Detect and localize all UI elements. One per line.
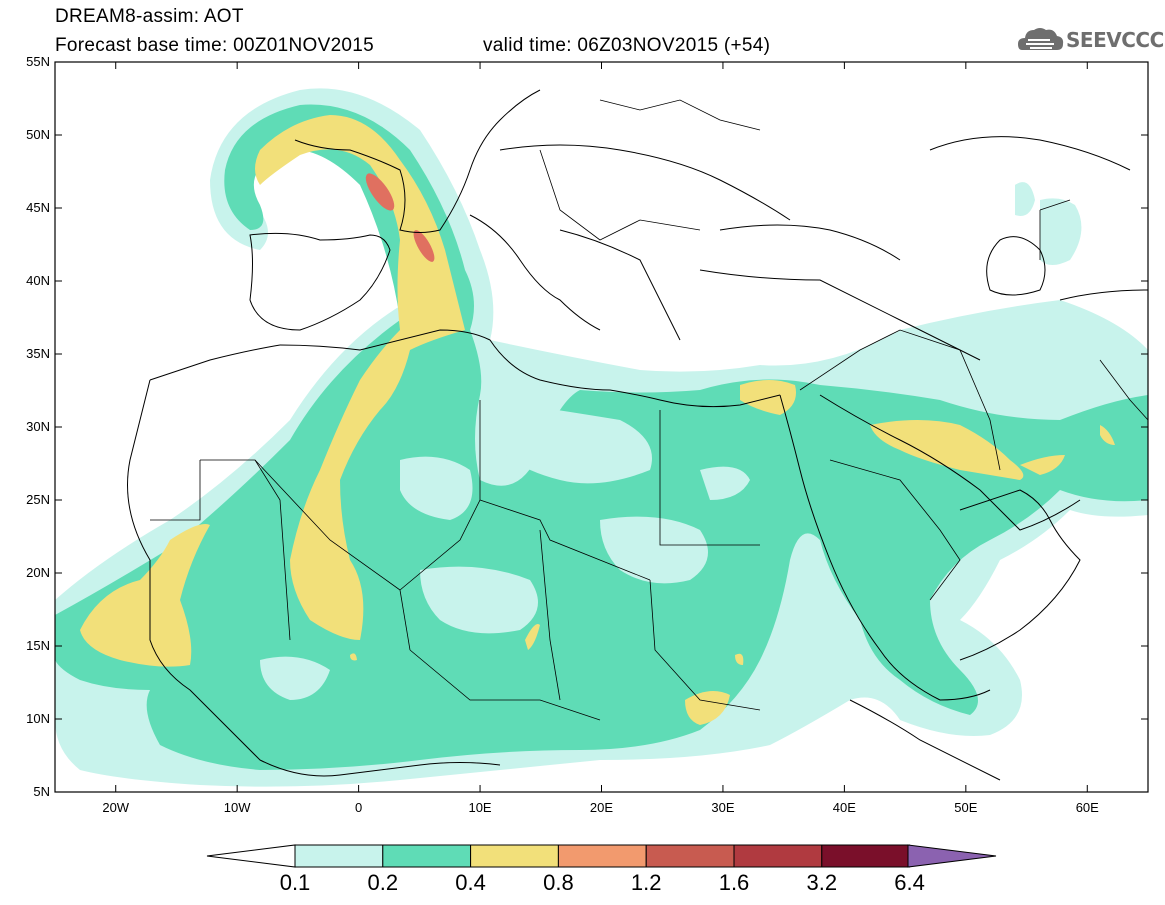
lon-label: 60E	[1075, 800, 1099, 815]
coastlines	[127, 89, 1148, 781]
lon-label: 0	[354, 800, 363, 815]
colorbar-label: 0.8	[543, 870, 574, 895]
borders	[150, 99, 1148, 721]
colorbar-box	[645, 844, 735, 868]
axis-ticks	[55, 61, 1148, 793]
aot-level-0.1-patches	[260, 400, 750, 700]
colorbar-label: 0.4	[455, 870, 486, 895]
colorbar-boxes	[294, 844, 911, 868]
lat-label: 50N	[26, 127, 50, 142]
lat-label: 35N	[26, 346, 50, 361]
colorbar	[206, 844, 997, 868]
colorbar-label: 6.4	[894, 870, 925, 895]
lon-label: 10E	[468, 800, 492, 815]
lon-label: 40E	[832, 800, 856, 815]
cloud-icon	[1018, 28, 1064, 50]
colorbar-box	[821, 844, 911, 868]
lat-label: 45N	[26, 200, 50, 215]
lon-label: 30E	[711, 800, 735, 815]
colorbar-label: 3.2	[806, 870, 838, 895]
lon-label: 10W	[223, 800, 251, 815]
valid-time: valid time: 06Z03NOV2015 (+54)	[483, 35, 771, 56]
colorbar-label: 1.2	[630, 870, 662, 895]
lat-label: 5N	[33, 784, 50, 799]
colorbar-box	[733, 844, 823, 868]
colorbar-box	[294, 844, 384, 868]
colorbar-max-arrow	[907, 844, 997, 868]
colorbar-min-arrow	[206, 844, 296, 868]
seevccc-logo: SEEVCCC	[1016, 22, 1164, 58]
lat-label: 10N	[26, 711, 50, 726]
colorbar-box	[470, 844, 559, 868]
lon-label: 20E	[589, 800, 614, 815]
lat-label: 55N	[26, 54, 50, 69]
lon-label: 50E	[954, 800, 978, 815]
lat-label: 30N	[26, 419, 50, 434]
colorbar-box	[382, 844, 472, 868]
colorbar-box	[557, 844, 647, 868]
colorbar-label: 0.1	[279, 870, 311, 895]
lat-label: 25N	[26, 492, 50, 507]
colorbar-label: 0.2	[367, 870, 399, 895]
logo-text: SEEVCCC	[1066, 28, 1164, 52]
forecast-base-time: Forecast base time: 00Z01NOV2015	[55, 35, 375, 56]
colorbar-label: 1.6	[718, 870, 750, 895]
aot-field	[55, 88, 1148, 787]
lat-label: 15N	[26, 638, 50, 653]
lon-label: 20W	[102, 800, 130, 815]
lat-label: 20N	[26, 565, 50, 580]
lat-label: 40N	[26, 273, 50, 288]
map-title: DREAM8-assim: AOT	[55, 6, 244, 27]
aot-level-0.8	[365, 173, 435, 262]
